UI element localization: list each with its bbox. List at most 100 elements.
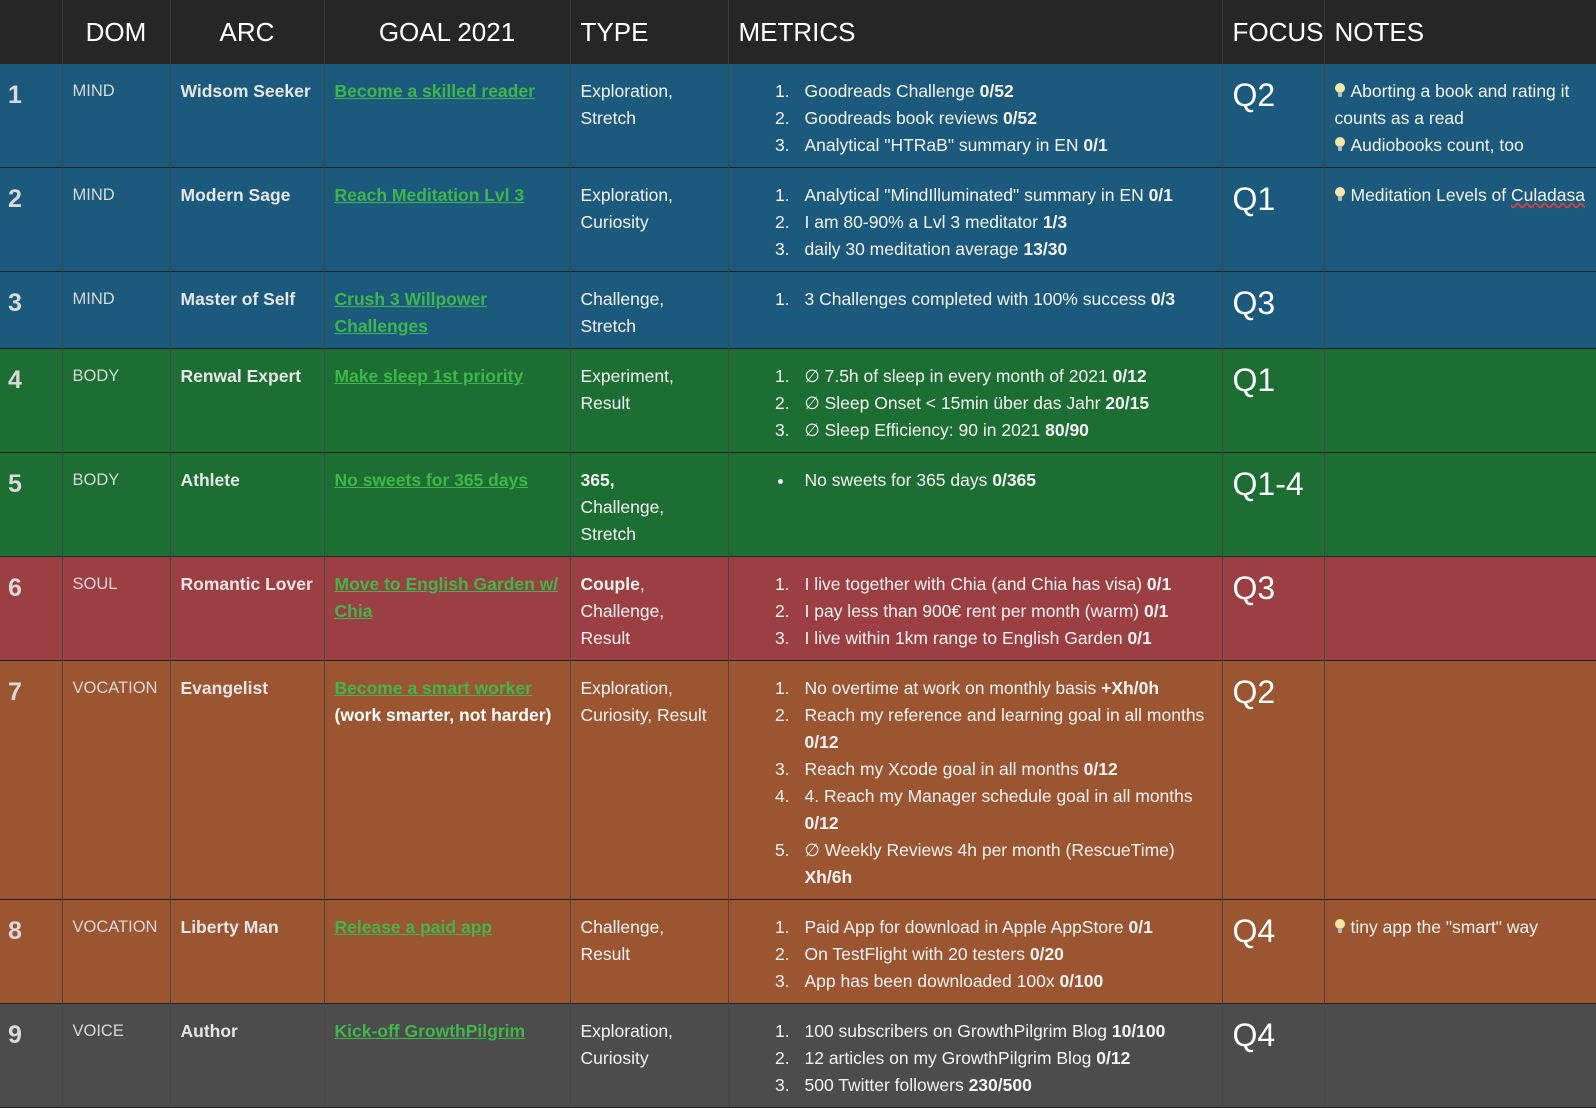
header-goal[interactable]: GOAL 2021 <box>324 0 571 64</box>
goal-link[interactable]: Crush 3 Willpower Challenges <box>334 289 488 336</box>
row-number: 3 <box>0 271 63 349</box>
metrics-cell[interactable]: No overtime at work on monthly basis +Xh… <box>728 660 1223 900</box>
metrics-cell[interactable]: Paid App for download in Apple AppStore … <box>728 899 1223 1004</box>
notes-cell[interactable]: tiny app the "smart" way <box>1324 899 1596 1004</box>
arc-cell[interactable]: Romantic Lover <box>170 556 325 661</box>
header-type[interactable]: TYPE <box>570 0 729 64</box>
focus-cell[interactable]: Q3 <box>1222 556 1325 661</box>
goal-cell: Crush 3 Willpower Challenges <box>324 271 571 349</box>
header-row: DOM ARC GOAL 2021 TYPE METRICS FOCUS NOT… <box>0 0 1596 64</box>
arc-cell[interactable]: Widsom Seeker <box>170 64 325 168</box>
type-cell[interactable]: Experiment, Result <box>570 348 729 453</box>
notes-cell[interactable]: Aborting a book and rating it counts as … <box>1324 64 1596 168</box>
focus-cell[interactable]: Q1-4 <box>1222 452 1325 557</box>
arc-cell[interactable]: Evangelist <box>170 660 325 900</box>
arc-cell[interactable]: Author <box>170 1003 325 1108</box>
notes-cell[interactable] <box>1324 660 1596 900</box>
domain-cell[interactable]: BODY <box>62 348 171 453</box>
goal-link[interactable]: Kick-off GrowthPilgrim <box>334 1021 526 1041</box>
goal-link[interactable]: Make sleep 1st priority <box>334 366 524 386</box>
metric-item: I live within 1km range to English Garde… <box>795 625 1212 652</box>
type-cell[interactable]: 365, Challenge, Stretch <box>570 452 729 557</box>
goal-link[interactable]: Become a skilled reader <box>334 81 535 101</box>
metrics-cell[interactable]: No sweets for 365 days 0/365 <box>728 452 1223 557</box>
metrics-cell[interactable]: ∅ 7.5h of sleep in every month of 2021 0… <box>728 348 1223 453</box>
header-focus[interactable]: FOCUS <box>1222 0 1325 64</box>
goal-link[interactable]: Move to English Garden w/ Chia <box>334 574 559 621</box>
metric-item: No overtime at work on monthly basis +Xh… <box>795 675 1212 702</box>
type-cell[interactable]: Exploration, Curiosity <box>570 167 729 272</box>
notes-cell[interactable] <box>1324 452 1596 557</box>
goal-cell: Reach Meditation Lvl 3 <box>324 167 571 272</box>
row-number: 9 <box>0 1003 63 1108</box>
domain-cell[interactable]: VOICE <box>62 1003 171 1108</box>
type-cell[interactable]: Exploration, Stretch <box>570 64 729 168</box>
metric-item: 12 articles on my GrowthPilgrim Blog 0/1… <box>795 1045 1212 1072</box>
metric-item: I pay less than 900€ rent per month (war… <box>795 598 1212 625</box>
type-cell[interactable]: Exploration, Curiosity <box>570 1003 729 1108</box>
goal-subtitle: (work smarter, not harder) <box>334 705 552 725</box>
table-row: 9 VOICE Author Kick-off GrowthPilgrim Ex… <box>0 1003 1596 1108</box>
metric-item: ∅ Sleep Onset < 15min über das Jahr 20/1… <box>795 390 1212 417</box>
arc-cell[interactable]: Athlete <box>170 452 325 557</box>
notes-cell[interactable] <box>1324 348 1596 453</box>
notes-cell[interactable] <box>1324 1003 1596 1108</box>
focus-cell[interactable]: Q4 <box>1222 1003 1325 1108</box>
type-cell[interactable]: Challenge, Result <box>570 899 729 1004</box>
table-row: 4 BODY Renwal Expert Make sleep 1st prio… <box>0 348 1596 453</box>
domain-cell[interactable]: BODY <box>62 452 171 557</box>
metric-item: Reach my reference and learning goal in … <box>795 702 1212 756</box>
arc-cell[interactable]: Renwal Expert <box>170 348 325 453</box>
header-metrics[interactable]: METRICS <box>728 0 1223 64</box>
row-number: 5 <box>0 452 63 557</box>
domain-cell[interactable]: MIND <box>62 64 171 168</box>
goal-link[interactable]: Reach Meditation Lvl 3 <box>334 185 525 205</box>
focus-cell[interactable]: Q4 <box>1222 899 1325 1004</box>
focus-cell[interactable]: Q1 <box>1222 348 1325 453</box>
arc-cell[interactable]: Master of Self <box>170 271 325 349</box>
metrics-cell[interactable]: Goodreads Challenge 0/52 Goodreads book … <box>728 64 1223 168</box>
goal-link[interactable]: No sweets for 365 days <box>334 470 529 490</box>
row-number: 6 <box>0 556 63 661</box>
focus-cell[interactable]: Q1 <box>1222 167 1325 272</box>
goal-cell: Kick-off GrowthPilgrim <box>324 1003 571 1108</box>
metric-item: On TestFlight with 20 testers 0/20 <box>795 941 1212 968</box>
goal-link[interactable]: Release a paid app <box>334 917 493 937</box>
row-number: 2 <box>0 167 63 272</box>
metric-item: No sweets for 365 days 0/365 <box>795 467 1212 494</box>
notes-cell[interactable] <box>1324 271 1596 349</box>
goal-link[interactable]: Become a smart worker <box>334 678 532 698</box>
metric-item: I live together with Chia (and Chia has … <box>795 571 1212 598</box>
metrics-cell[interactable]: 3 Challenges completed with 100% success… <box>728 271 1223 349</box>
table-row: 1 MIND Widsom Seeker Become a skilled re… <box>0 64 1596 168</box>
header-notes[interactable]: NOTES <box>1324 0 1596 64</box>
focus-cell[interactable]: Q2 <box>1222 660 1325 900</box>
arc-cell[interactable]: Modern Sage <box>170 167 325 272</box>
metrics-cell[interactable]: 100 subscribers on GrowthPilgrim Blog 10… <box>728 1003 1223 1108</box>
goal-cell: Become a smart worker (work smarter, not … <box>324 660 571 900</box>
metric-item: 500 Twitter followers 230/500 <box>795 1072 1212 1099</box>
metric-item: Analytical "HTRaB" summary in EN 0/1 <box>795 132 1212 159</box>
notes-cell[interactable]: Meditation Levels of Culadasa <box>1324 167 1596 272</box>
domain-cell[interactable]: SOUL <box>62 556 171 661</box>
table-row: 8 VOCATION Liberty Man Release a paid ap… <box>0 899 1596 1004</box>
domain-cell[interactable]: VOCATION <box>62 660 171 900</box>
domain-cell[interactable]: MIND <box>62 167 171 272</box>
metric-item: ∅ Sleep Efficiency: 90 in 2021 80/90 <box>795 417 1212 444</box>
type-cell[interactable]: Couple, Challenge, Result <box>570 556 729 661</box>
type-cell[interactable]: Exploration, Curiosity, Result <box>570 660 729 900</box>
arc-cell[interactable]: Liberty Man <box>170 899 325 1004</box>
header-arc[interactable]: ARC <box>170 0 325 64</box>
metrics-cell[interactable]: Analytical "MindIlluminated" summary in … <box>728 167 1223 272</box>
focus-cell[interactable]: Q3 <box>1222 271 1325 349</box>
header-dom[interactable]: DOM <box>62 0 171 64</box>
metrics-cell[interactable]: I live together with Chia (and Chia has … <box>728 556 1223 661</box>
row-number: 1 <box>0 64 63 168</box>
metric-item: App has been downloaded 100x 0/100 <box>795 968 1212 995</box>
notes-cell[interactable] <box>1324 556 1596 661</box>
focus-cell[interactable]: Q2 <box>1222 64 1325 168</box>
type-cell[interactable]: Challenge, Stretch <box>570 271 729 349</box>
metric-item: Analytical "MindIlluminated" summary in … <box>795 182 1212 209</box>
domain-cell[interactable]: VOCATION <box>62 899 171 1004</box>
domain-cell[interactable]: MIND <box>62 271 171 349</box>
